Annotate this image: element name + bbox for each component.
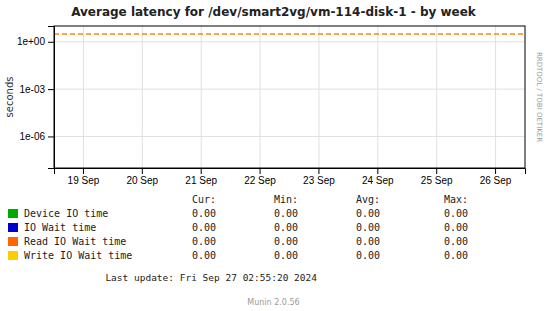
tick-mark xyxy=(48,89,54,90)
x-tick: 25 Sep xyxy=(421,168,453,186)
x-axis: 19 Sep 20 Sep 21 Sep 22 Sep 23 Sep 24 Sep 25 S… xyxy=(55,168,526,186)
x-tick: 24 Sep xyxy=(362,168,394,186)
tick-label: 1e-03 xyxy=(19,84,45,95)
axis-line xyxy=(55,169,526,175)
tick-label: 20 Sep xyxy=(126,175,158,186)
table-header: Cur: xyxy=(192,194,216,205)
legend-label: Device IO time xyxy=(24,208,108,219)
tick-label: 24 Sep xyxy=(362,175,394,186)
grid-line xyxy=(54,136,525,137)
y-axis-title: seconds xyxy=(4,77,15,118)
table-value: 0.00 xyxy=(192,250,216,261)
grid-line xyxy=(201,26,202,168)
table-value: 0.00 xyxy=(356,222,380,233)
chart: Average latency for /dev/smart2vg/vm-114… xyxy=(0,0,547,311)
table-value: 0.00 xyxy=(444,208,468,219)
tick-mark xyxy=(495,168,496,174)
grid-line xyxy=(54,89,525,90)
plot: 1e-06 1e-03 1e+00 19 Sep 20 Sep 21 Sep 22 Sep 2… xyxy=(17,26,526,186)
table-value: 0.00 xyxy=(444,236,468,247)
tick-label: 22 Sep xyxy=(244,175,276,186)
grid-line xyxy=(260,26,261,168)
tick-label: 26 Sep xyxy=(480,175,512,186)
legend-label: Write IO Wait time xyxy=(24,250,132,261)
table-header: Min: xyxy=(274,194,298,205)
tick-label: 23 Sep xyxy=(303,175,335,186)
legend-swatch xyxy=(8,251,18,260)
legend-swatch xyxy=(8,209,18,218)
tick-mark xyxy=(83,168,84,174)
y-tick: 1e-03 xyxy=(19,84,54,95)
tick-mark xyxy=(436,168,437,174)
x-tick: 19 Sep xyxy=(68,168,100,186)
table-value: 0.00 xyxy=(356,236,380,247)
table-value: 0.00 xyxy=(274,208,298,219)
table-value: 0.00 xyxy=(192,222,216,233)
x-tick: 26 Sep xyxy=(480,168,512,186)
tick-mark xyxy=(377,168,378,174)
x-tick: 22 Sep xyxy=(244,168,276,186)
x-tick: 23 Sep xyxy=(303,168,335,186)
title: Average latency for /dev/smart2vg/vm-114… xyxy=(71,5,477,19)
tick-label: 19 Sep xyxy=(68,175,100,186)
table-value: 0.00 xyxy=(444,250,468,261)
tick-label: 1e+00 xyxy=(17,36,46,47)
table-value: 0.00 xyxy=(444,222,468,233)
tick-mark xyxy=(260,168,261,174)
plot-frame xyxy=(54,26,525,168)
table-header: Avg: xyxy=(356,194,380,205)
table-value: 0.00 xyxy=(274,236,298,247)
grid-line xyxy=(54,41,525,42)
reference-line xyxy=(54,33,525,35)
grid-line xyxy=(495,26,496,168)
grid-line xyxy=(377,26,378,168)
x-tick: 21 Sep xyxy=(185,168,217,186)
legend-swatch xyxy=(8,223,18,232)
grid-line xyxy=(142,26,143,168)
tick-mark xyxy=(201,168,202,174)
x-tick: 20 Sep xyxy=(126,168,158,186)
table-value: 0.00 xyxy=(274,250,298,261)
legend-label: Read IO Wait time xyxy=(24,236,126,247)
grid-line xyxy=(83,26,84,168)
y-axis: 1e-06 1e-03 1e+00 xyxy=(17,27,55,169)
axis-line xyxy=(48,27,55,169)
grid-line xyxy=(436,26,437,168)
table-value: 0.00 xyxy=(192,208,216,219)
tick-mark xyxy=(48,42,54,43)
legend-swatch xyxy=(8,237,18,246)
y-tick: 1e-06 xyxy=(19,131,54,142)
tick-mark xyxy=(318,168,319,174)
table-value: 0.00 xyxy=(274,222,298,233)
legend: Cur: Min: Avg: Max: Device IO time 0.00 0.00 0.… xyxy=(8,194,468,261)
tick-mark xyxy=(48,136,54,137)
table-value: 0.00 xyxy=(192,236,216,247)
tick-mark xyxy=(142,168,143,174)
footer: Last update: Fri Sep 27 02:55:20 2024 xyxy=(105,272,317,283)
y-tick: 1e+00 xyxy=(17,36,54,47)
table-header: Max: xyxy=(444,194,468,205)
tick-label: 25 Sep xyxy=(421,175,453,186)
table-value: 0.00 xyxy=(356,208,380,219)
tick-label: 1e-06 xyxy=(19,131,45,142)
grid xyxy=(54,26,525,168)
credit: Munin 2.0.56 xyxy=(247,298,299,307)
marks xyxy=(54,33,525,34)
side-label: RRDTOOL / TOBI OETIKER xyxy=(535,52,543,142)
legend-label: IO Wait time xyxy=(24,222,96,233)
tick-label: 21 Sep xyxy=(185,175,217,186)
grid-line xyxy=(318,26,319,168)
table-value: 0.00 xyxy=(356,250,380,261)
